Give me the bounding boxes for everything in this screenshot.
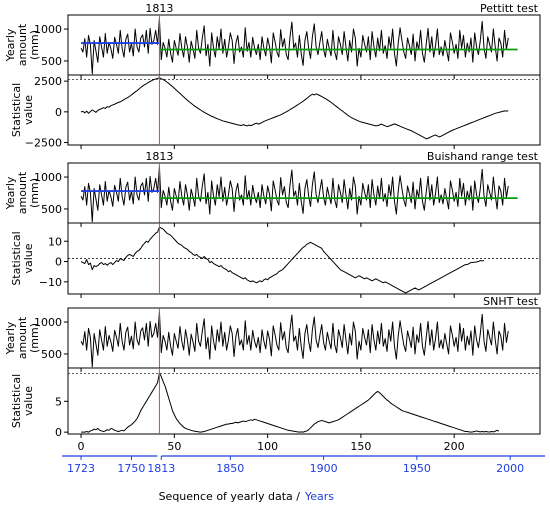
x-axis-label: Sequence of yearly data / (159, 490, 301, 503)
y-axis-label-line: Yearly (4, 28, 17, 62)
y-axis-label-line: Yearly (4, 176, 17, 210)
change-point-label: 1813 (145, 150, 173, 163)
panel-5: 0 5 Statisticalvalue 0 50 100 150 200 (10, 367, 541, 453)
y-axis-label: Statisticalvalue (10, 231, 35, 285)
year-tick-label: 1900 (310, 462, 338, 475)
y-tick-label: 5 (55, 395, 62, 408)
panel-title: SNHT test (483, 295, 539, 308)
series-line-0 (80, 311, 509, 368)
panel-frame (67, 162, 541, 224)
year-tick-label: 1850 (216, 462, 244, 475)
series-line-0 (81, 372, 500, 433)
year-tick-label: 1813 (147, 462, 175, 475)
y-axis-label-line: amount (16, 316, 29, 359)
series-line-0 (80, 77, 509, 140)
y-axis-label-line: Statistical (10, 374, 23, 428)
y-axis-label-line: (mm) (28, 178, 41, 208)
y-tick-label: 1000 (34, 171, 62, 184)
x-tick-label: 0 (78, 440, 85, 453)
x-tick-label: 100 (257, 440, 278, 453)
panel-frame (67, 307, 541, 369)
y-tick-label: −2500 (25, 137, 62, 150)
y-tick-label: 0 (55, 256, 62, 269)
x-tick-label: 150 (350, 440, 371, 453)
panel-frame (67, 367, 541, 435)
y-axis-label: Statisticalvalue (10, 374, 35, 428)
year-tick-label: 1750 (117, 462, 145, 475)
y-axis-label-line: value (22, 386, 35, 416)
panel-3: −10 0 10 Statisticalvalue (10, 222, 541, 298)
year-tick-label: 2000 (496, 462, 524, 475)
y-axis-label-line: amount (16, 171, 29, 214)
series-line-0 (80, 166, 509, 223)
y-axis-label: Yearlyamount(mm) (4, 171, 41, 214)
y-tick-label: −10 (39, 276, 62, 289)
y-tick-label: 0 (55, 426, 62, 439)
y-axis-label-line: Statistical (10, 83, 23, 137)
y-tick-label: 1000 (34, 23, 62, 36)
y-axis-label-line: amount (16, 23, 29, 66)
panel-title: Buishand range test (427, 150, 539, 163)
y-tick-label: 0 (55, 106, 62, 119)
year-tick-label: 1950 (403, 462, 431, 475)
series-line-0 (80, 18, 509, 75)
y-axis-label: Statisticalvalue (10, 83, 35, 137)
y-axis-label: Yearlyamount(mm) (4, 316, 41, 359)
y-tick-label: 2500 (34, 75, 62, 88)
panel-frame (67, 74, 541, 146)
y-axis-label-line: value (22, 95, 35, 125)
y-tick-label: 500 (41, 348, 62, 361)
y-axis-label-line: Statistical (10, 231, 23, 285)
year-tick-label: 1723 (67, 462, 95, 475)
x-axis-label-years: Years (304, 490, 334, 503)
y-axis-label-line: (mm) (28, 323, 41, 353)
year-axis: 1723 1750 1813 1850 1900 1950 2000 (62, 455, 545, 475)
x-tick-label: 200 (444, 440, 465, 453)
series-line-0 (80, 226, 485, 294)
change-point-label: 1813 (145, 2, 173, 15)
panel-title: Pettitt test (480, 2, 539, 15)
y-tick-label: 1000 (34, 316, 62, 329)
panel-frame (67, 14, 541, 76)
y-axis-label: Yearlyamount(mm) (4, 23, 41, 66)
y-tick-label: 10 (48, 235, 62, 248)
y-axis-label-line: (mm) (28, 30, 41, 60)
y-axis-label-line: Yearly (4, 321, 17, 355)
y-tick-label: 500 (41, 203, 62, 216)
y-axis-label-line: value (22, 243, 35, 273)
x-tick-label: 50 (167, 440, 181, 453)
y-tick-label: 500 (41, 55, 62, 68)
